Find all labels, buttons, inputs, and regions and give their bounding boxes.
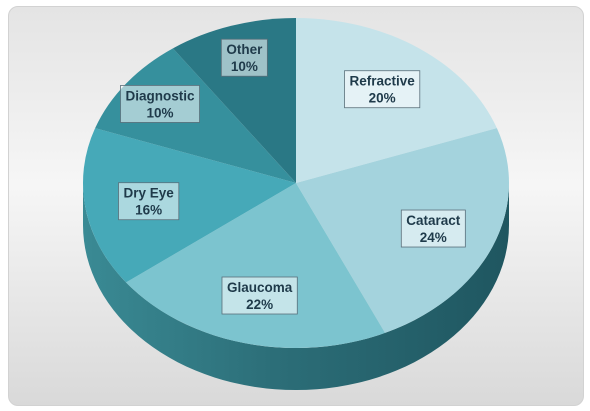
label-box	[120, 85, 200, 123]
slice-name: Cataract	[406, 213, 461, 228]
slice-value: 10%	[231, 59, 258, 74]
slice-value: 10%	[147, 105, 174, 120]
slice-value: 16%	[135, 203, 162, 218]
slice-value: 24%	[420, 230, 447, 245]
pie-slice-dry-eye	[82, 128, 296, 283]
pie-label-dry-eye: Dry Eye 16%	[118, 182, 180, 221]
slice-name: Glaucoma	[227, 280, 293, 295]
pie-side	[83, 183, 509, 390]
pie-label-other: Other 10%	[220, 38, 268, 77]
slice-name: Diagnostic	[126, 88, 196, 103]
pie-slice-glaucoma	[126, 183, 386, 348]
pie-label-refractive: Refractive 20%	[344, 70, 421, 109]
pie-label-cataract: Cataract 24%	[400, 209, 466, 248]
slice-name: Other	[226, 42, 263, 57]
label-box	[400, 209, 466, 248]
slice-value: 20%	[369, 91, 396, 106]
pie-labels: Refractive 20% Cataract 24% Glaucoma 22% Dry E…	[118, 38, 466, 315]
pie-label-glaucoma: Glaucoma 22%	[221, 276, 298, 315]
pie-label-diagnostic: Diagnostic 10%	[120, 85, 200, 123]
slice-name: Dry Eye	[124, 186, 175, 201]
label-box	[221, 276, 298, 315]
slice-name: Refractive	[349, 74, 415, 89]
label-box	[344, 70, 421, 109]
slice-value: 22%	[246, 297, 273, 312]
label-box	[220, 38, 268, 77]
pie-side-wall	[83, 183, 509, 390]
label-box	[118, 182, 180, 221]
